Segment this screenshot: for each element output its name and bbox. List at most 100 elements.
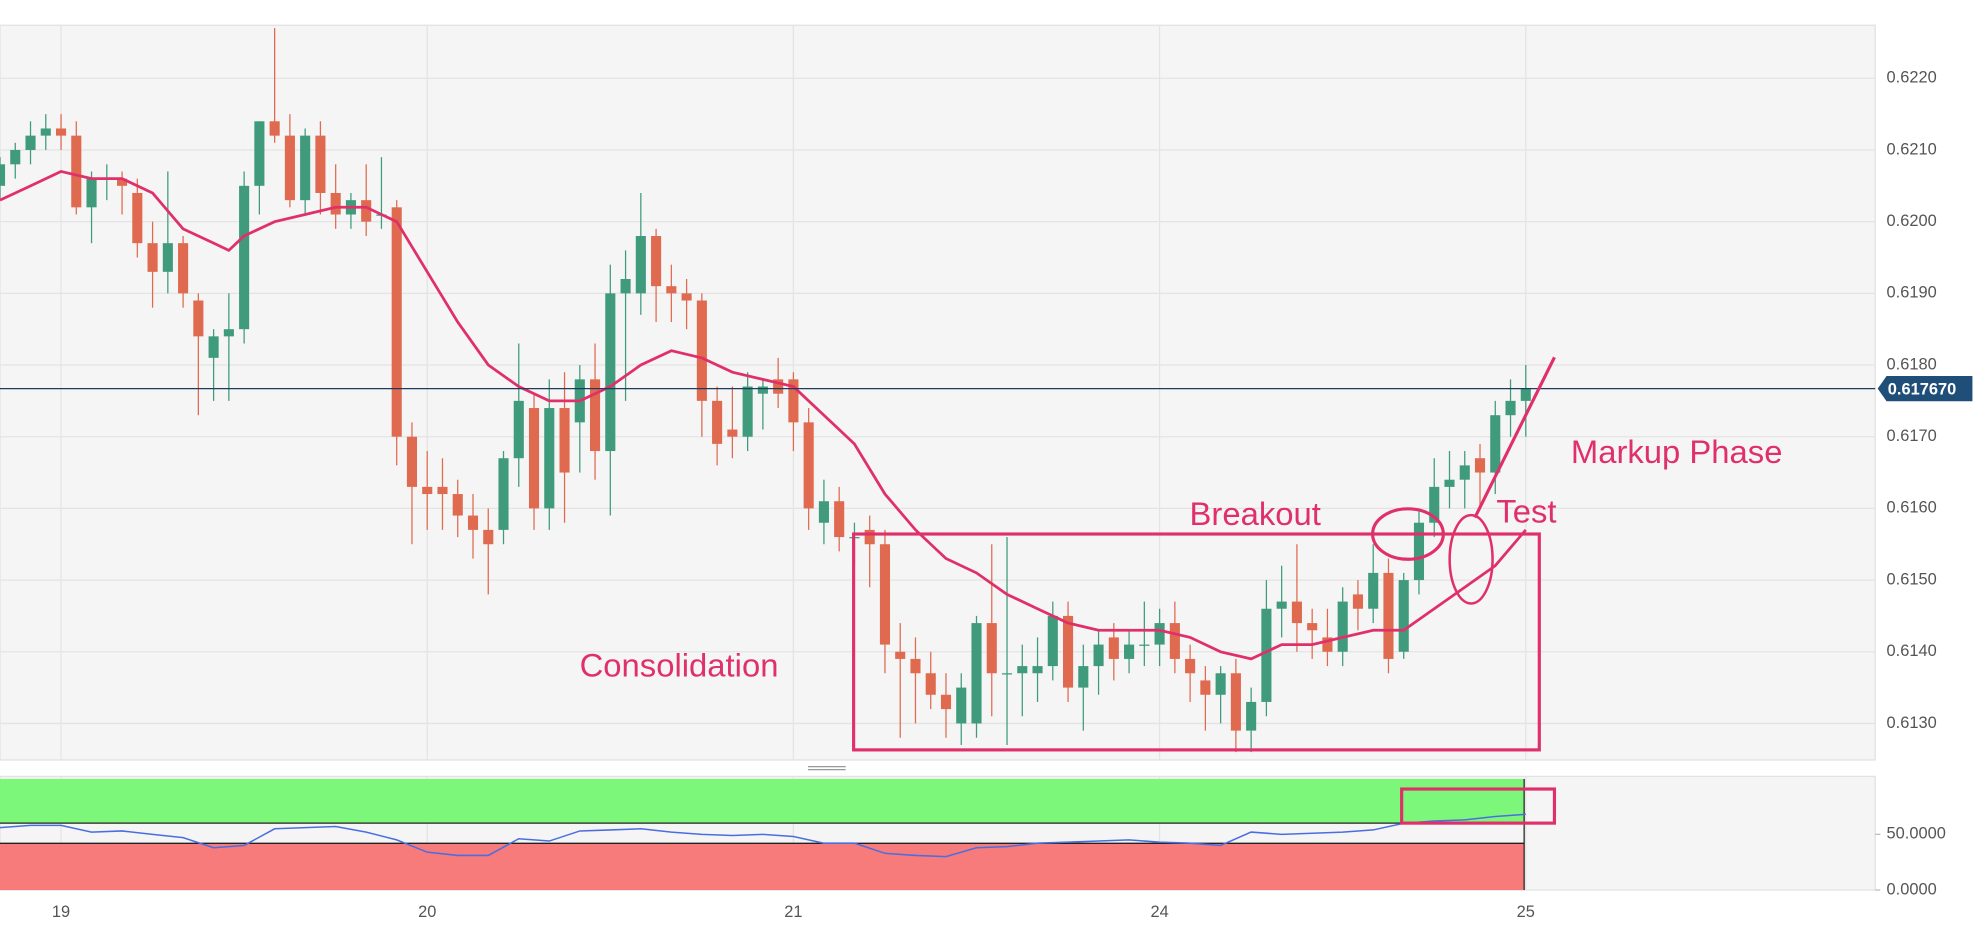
overbought-zone (0, 778, 1525, 824)
candle-body (986, 623, 997, 674)
candle-body (0, 164, 6, 186)
candle-body (956, 687, 967, 724)
marks (0, 28, 1876, 858)
x-tick-label: 20 (418, 903, 436, 921)
candle-body (300, 135, 311, 201)
candle-body (788, 379, 799, 423)
candle-body (818, 501, 829, 523)
y-tick-label: 0.6180 (1887, 355, 1937, 373)
x-tick-label: 21 (784, 903, 802, 921)
panel-handle: ═══ (807, 758, 846, 778)
candle-body (757, 386, 768, 394)
candle-body (651, 235, 662, 287)
candle-body (910, 658, 921, 674)
candle-body (208, 336, 219, 358)
candle-body (55, 128, 67, 136)
candle-body (10, 149, 21, 165)
candle-body (834, 501, 845, 538)
markup-arrow (1473, 356, 1556, 519)
price-tag (1877, 376, 1973, 402)
candle-body (605, 293, 616, 452)
consolidation-box (852, 532, 1541, 752)
candle-body (1169, 623, 1180, 659)
candle-body (1200, 680, 1211, 695)
moving-average (0, 169, 1527, 661)
y-tick-label: 0.6200 (1887, 212, 1937, 230)
y-tick-label: 0.6160 (1887, 499, 1937, 517)
candle-body (254, 121, 265, 186)
candle-body (269, 121, 280, 136)
candle-body (528, 408, 540, 509)
candle-body (879, 544, 891, 645)
candle-body (86, 178, 97, 208)
candle-body (284, 135, 295, 201)
x-tick-label: 19 (52, 903, 70, 921)
candle-body (422, 486, 433, 495)
x-tick-label: 25 (1517, 903, 1535, 921)
candle-body (681, 293, 692, 301)
candle-body (452, 494, 463, 516)
y-tick-label: 0.6140 (1887, 642, 1937, 660)
candle-body (1001, 673, 1013, 675)
price-tag-label: 0.617670 (1888, 380, 1956, 398)
candle-body (1276, 601, 1287, 609)
candle-body (590, 379, 601, 452)
candle-body (666, 286, 677, 294)
candle-body (1017, 666, 1028, 674)
annotation: Breakout (1190, 495, 1321, 532)
price-panel (0, 24, 1876, 761)
candle-body (1032, 666, 1043, 674)
candle-body (1124, 644, 1135, 659)
candle-body (239, 185, 250, 330)
oversold-zone (0, 843, 1525, 891)
candle-body (1413, 522, 1425, 581)
candle-body (406, 436, 418, 487)
candle-body (712, 400, 723, 444)
candle-body (513, 400, 524, 459)
y-tick-label: 0.6130 (1887, 714, 1937, 732)
candle-body (1154, 623, 1165, 645)
candle-body (1307, 623, 1318, 631)
candle-body (1246, 701, 1257, 731)
candle-body (1352, 594, 1364, 609)
candle-body (330, 192, 341, 215)
candle-body (223, 329, 234, 337)
candle-body (1139, 644, 1150, 646)
candle-body (437, 486, 448, 495)
candle-body (1261, 608, 1272, 702)
candle-body (193, 300, 204, 337)
candle-body (727, 429, 738, 437)
candle-body (559, 408, 570, 473)
candle-body (1520, 388, 1531, 401)
candle-body (773, 379, 784, 394)
candle-body (940, 694, 952, 710)
candle-body (1078, 666, 1089, 688)
candle-body (391, 207, 402, 437)
candle-body (117, 178, 128, 186)
candle-body (361, 200, 372, 222)
y-tick-label: 0.6170 (1887, 427, 1937, 445)
candle-body (1185, 658, 1196, 674)
y-tick-label: 50.0000 (1887, 825, 1946, 843)
breakout-circle (1371, 507, 1445, 561)
candle-body (71, 135, 82, 208)
candle-body (895, 651, 906, 659)
y-tick-label: 0.6220 (1887, 69, 1937, 87)
candle-body (1337, 601, 1348, 652)
candle-body (1368, 572, 1379, 609)
candle-body (1322, 637, 1333, 652)
y-tick-label: 0.6150 (1887, 570, 1937, 588)
annotation: Markup Phase (1571, 433, 1783, 470)
candle-body (483, 529, 494, 545)
candle-body (1108, 637, 1119, 659)
candle-body (1505, 400, 1516, 416)
candle-body (803, 422, 814, 509)
candle-body (498, 458, 509, 530)
candle-body (1291, 601, 1302, 624)
y-tick-label: 0.0000 (1887, 880, 1937, 898)
candle-body (1383, 572, 1394, 659)
candle-body (1398, 580, 1409, 652)
annotation: Test (1496, 492, 1556, 529)
candle-body (544, 408, 555, 509)
